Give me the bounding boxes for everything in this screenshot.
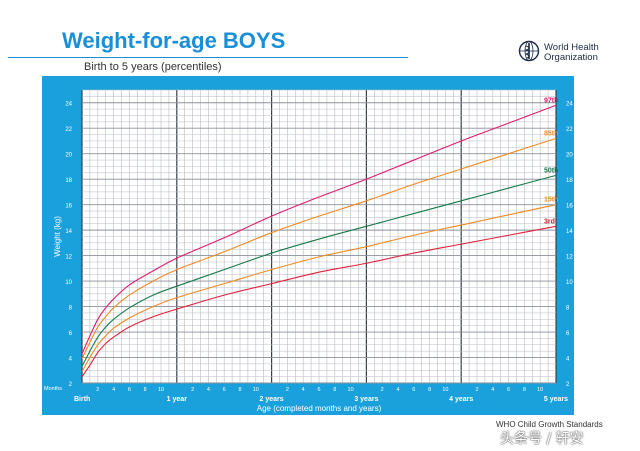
x-month-tick-label: 6 — [317, 387, 320, 393]
source-note: WHO Child Growth Standards — [496, 420, 603, 429]
x-month-tick-label: 2 — [381, 387, 384, 393]
x-month-tick-label: 4 — [491, 387, 494, 393]
x-months-corner-label: Months — [44, 386, 62, 392]
y-tick-label-right: 14 — [566, 229, 573, 235]
x-month-tick-label: 4 — [396, 387, 399, 393]
y-tick-label-left: 4 — [69, 357, 73, 363]
watermark-text: 头条号 / 轩安 — [500, 431, 584, 447]
x-month-tick-label: 2 — [191, 387, 194, 393]
y-tick-label-right: 20 — [566, 153, 573, 159]
y-tick-label-left: 22 — [65, 127, 72, 133]
y-tick-label-left: 8 — [69, 306, 73, 312]
y-tick-label-right: 10 — [566, 280, 573, 286]
percentile-curve-50th — [81, 174, 557, 367]
x-year-label: 1 year — [167, 396, 188, 403]
y-tick-label-right: 24 — [566, 102, 573, 108]
x-month-tick-label: 8 — [523, 387, 526, 393]
y-tick-label-right: 16 — [566, 204, 573, 210]
percentile-curve-97th — [81, 104, 557, 354]
percentile-curve-3rd — [81, 225, 557, 377]
x-month-tick-label: 6 — [412, 387, 415, 393]
series-label-85th: 85th — [544, 130, 558, 137]
y-tick-label-left: 20 — [65, 153, 72, 159]
y-tick-label-left: 16 — [65, 204, 72, 210]
series-label-15th: 15th — [544, 197, 558, 204]
page-title: Weight-for-age BOYS — [62, 28, 286, 53]
organization-name: World Health Organization — [544, 43, 599, 63]
x-year-label: 5 years — [544, 396, 568, 403]
y-tick-label-left: 14 — [65, 229, 72, 235]
x-month-tick-label: 4 — [302, 387, 305, 393]
x-year-label: 2 years — [260, 396, 284, 403]
x-month-tick-label: 10 — [537, 387, 543, 393]
y-tick-label-right: 2 — [566, 382, 570, 388]
y-tick-label-left: 12 — [65, 255, 72, 261]
x-month-tick-label: 8 — [333, 387, 336, 393]
organization-name-line1: World Health — [544, 42, 599, 53]
y-tick-label-right: 18 — [566, 178, 573, 184]
y-tick-label-left: 24 — [65, 102, 72, 108]
y-tick-label-left: 10 — [65, 280, 72, 286]
who-emblem-icon — [518, 40, 540, 62]
y-tick-label-left: 18 — [65, 178, 72, 184]
y-tick-label-right: 8 — [566, 306, 570, 312]
x-month-tick-label: 4 — [112, 387, 115, 393]
x-year-label: Birth — [74, 396, 90, 403]
page-subtitle: Birth to 5 years (percentiles) — [84, 61, 222, 73]
x-month-tick-label: 8 — [144, 387, 147, 393]
x-axis-label: Age (completed months and years) — [257, 404, 382, 413]
y-axis-label: Weight (kg) — [53, 216, 62, 257]
series-label-97th: 97th — [544, 97, 558, 104]
x-year-label: 4 years — [449, 396, 473, 403]
percentile-curve-85th — [81, 137, 557, 360]
y-tick-label-right: 12 — [566, 255, 573, 261]
series-label-50th: 50th — [544, 167, 558, 174]
percentile-curve-15th — [81, 204, 557, 372]
series-label-3rd: 3rd — [544, 218, 555, 225]
x-month-tick-label: 2 — [475, 387, 478, 393]
x-month-tick-label: 2 — [96, 387, 99, 393]
x-month-tick-label: 10 — [253, 387, 259, 393]
y-tick-label-left: 2 — [69, 382, 73, 388]
x-month-tick-label: 4 — [207, 387, 210, 393]
x-month-tick-label: 2 — [286, 387, 289, 393]
x-month-tick-label: 10 — [158, 387, 164, 393]
title-divider — [8, 57, 408, 58]
x-year-label: 3 years — [354, 396, 378, 403]
y-tick-label-right: 6 — [566, 331, 570, 337]
x-month-tick-label: 6 — [507, 387, 510, 393]
organization-name-line2: Organization — [544, 52, 598, 63]
x-month-tick-label: 10 — [348, 387, 354, 393]
x-month-tick-label: 8 — [428, 387, 431, 393]
y-tick-label-right: 4 — [566, 357, 570, 363]
y-tick-label-right: 22 — [566, 127, 573, 133]
x-month-tick-label: 10 — [442, 387, 448, 393]
x-month-tick-label: 8 — [238, 387, 241, 393]
x-month-tick-label: 6 — [223, 387, 226, 393]
x-month-tick-label: 6 — [128, 387, 131, 393]
y-tick-label-left: 6 — [69, 331, 73, 337]
